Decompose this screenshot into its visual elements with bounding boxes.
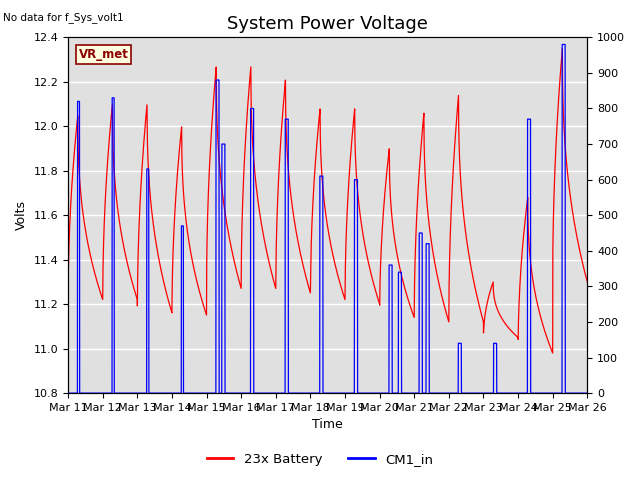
CM1_in xyxy=(190,390,198,396)
Line: 23x Battery: 23x Battery xyxy=(68,48,588,353)
CM1_in xyxy=(64,390,72,396)
23x Battery xyxy=(185,237,193,243)
Line: CM1_in: CM1_in xyxy=(68,45,588,393)
X-axis label: Time: Time xyxy=(312,419,343,432)
CM1_in xyxy=(584,390,591,396)
23x Battery xyxy=(559,46,566,51)
23x Battery xyxy=(188,253,195,259)
23x Battery xyxy=(549,350,557,356)
Text: No data for f_Sys_volt1: No data for f_Sys_volt1 xyxy=(3,12,124,23)
Legend: 23x Battery, CM1_in: 23x Battery, CM1_in xyxy=(202,447,438,471)
23x Battery xyxy=(190,267,198,273)
CM1_in xyxy=(558,42,566,48)
CM1_in xyxy=(188,390,195,396)
CM1_in xyxy=(260,390,268,396)
Y-axis label: Volts: Volts xyxy=(15,200,28,230)
23x Battery xyxy=(579,264,587,269)
23x Battery xyxy=(64,297,72,302)
Text: VR_met: VR_met xyxy=(79,48,129,61)
Title: System Power Voltage: System Power Voltage xyxy=(227,15,428,33)
CM1_in xyxy=(579,390,587,396)
CM1_in xyxy=(185,390,193,396)
CM1_in xyxy=(297,390,305,396)
23x Battery xyxy=(297,252,305,258)
23x Battery xyxy=(260,234,268,240)
23x Battery xyxy=(584,279,591,285)
